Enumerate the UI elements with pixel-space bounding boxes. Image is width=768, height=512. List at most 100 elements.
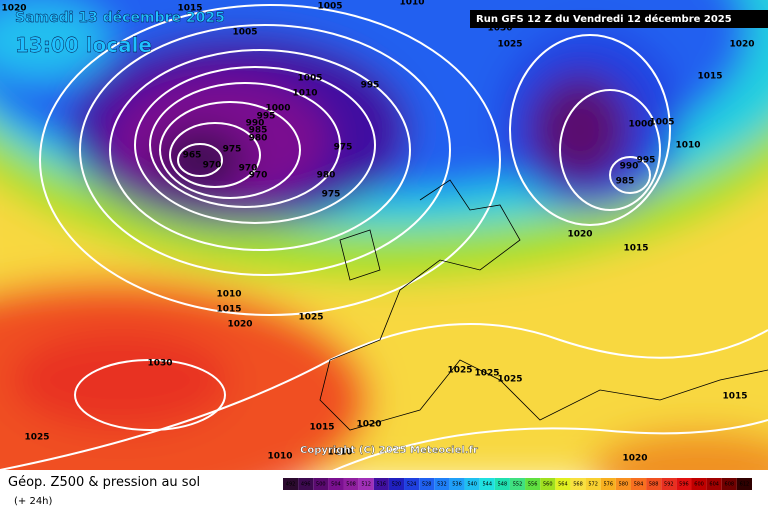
- legend-value: 564: [558, 482, 568, 488]
- isobar-label: 1025: [447, 366, 472, 376]
- legend-swatch: [615, 478, 631, 490]
- run-banner: [470, 10, 768, 28]
- legend-value: 524: [407, 482, 417, 488]
- legend-value: 560: [543, 482, 553, 488]
- isobar-label: 1010: [327, 448, 352, 458]
- legend-swatch: [388, 478, 405, 490]
- isobar-label: 1020: [1, 4, 26, 14]
- legend-swatch: [661, 478, 677, 490]
- coastlines: [319, 179, 768, 431]
- legend-value: 540: [467, 482, 477, 488]
- isobar-label: 1005: [297, 74, 322, 84]
- isobar-label: 1010: [399, 0, 424, 8]
- copyright: Copyright (C) 2025 Meteociel.fr: [300, 445, 478, 456]
- legend-swatch: [676, 478, 692, 490]
- isobar-label: 965: [183, 151, 202, 161]
- legend-value: 576: [604, 482, 614, 488]
- isobar-label: 975: [334, 143, 353, 153]
- legend-value: 556: [528, 482, 538, 488]
- legend-value: 592: [664, 482, 674, 488]
- legend-value: 548: [498, 482, 508, 488]
- isobar-label: 990: [620, 162, 639, 172]
- legend-value: 568: [573, 482, 583, 488]
- legend-swatch: [494, 478, 510, 490]
- isobar: [159, 101, 301, 199]
- legend-swatch: [373, 478, 389, 490]
- legend-value: 544: [482, 482, 492, 488]
- isobar: [329, 419, 768, 473]
- legend-value: 500: [316, 482, 326, 488]
- isobar: [609, 156, 651, 194]
- legend-swatch: [646, 478, 662, 490]
- isobar: [169, 122, 261, 188]
- coastline: [339, 229, 381, 281]
- isobar: [559, 89, 661, 211]
- legend-value: 612: [740, 482, 750, 488]
- field-blob: [155, 130, 245, 190]
- legend-swatch: [298, 478, 314, 490]
- isobar-label: 1010: [267, 452, 292, 462]
- isobar-label: 1020: [567, 230, 592, 240]
- isobar-label: 1025: [298, 313, 323, 323]
- legend-value: 572: [588, 482, 598, 488]
- legend-swatch: [479, 478, 495, 490]
- isobars: [0, 4, 768, 473]
- legend-swatch: [358, 478, 374, 490]
- legend-swatch: [313, 478, 329, 490]
- isobar-label: 1000: [265, 104, 290, 114]
- isobar-label: 1010: [292, 89, 317, 99]
- legend-value: 516: [377, 482, 387, 488]
- coastline: [319, 179, 768, 431]
- isobar-label: 995: [637, 156, 656, 166]
- date-text: Samedi 13 décembre 2025: [15, 10, 225, 26]
- legend-value: 508: [346, 482, 356, 488]
- legend-swatch: [449, 478, 465, 490]
- legend-value: 536: [452, 482, 462, 488]
- isobar: [149, 82, 341, 208]
- legend-swatch: [283, 478, 299, 490]
- field-blob: [0, 0, 110, 80]
- isobar-label: 970: [203, 161, 222, 171]
- isobar-label: 995: [361, 81, 380, 91]
- isobar-label: 1015: [216, 305, 241, 315]
- legend-swatch: [434, 478, 450, 490]
- isobar-label: 995: [257, 112, 276, 122]
- legend-swatch: [600, 478, 616, 490]
- isobar: [39, 4, 501, 316]
- isobar-label: 1015: [697, 72, 722, 82]
- legend-swatch: [585, 478, 601, 490]
- legend-value: 600: [694, 482, 704, 488]
- isobar-label: 1015: [177, 4, 202, 14]
- field-blob: [530, 75, 630, 185]
- isobar: [79, 24, 451, 276]
- legend-value: 604: [709, 482, 719, 488]
- footer-lead: (+ 24h): [14, 496, 53, 507]
- isobar-label: 985: [616, 177, 635, 187]
- isobar-label: 1000: [628, 120, 653, 130]
- legend-swatch: [721, 478, 737, 490]
- legend-swatch: [691, 478, 707, 490]
- legend-swatch: [630, 478, 647, 490]
- isobar-label: 1010: [675, 141, 700, 151]
- legend-swatch: [419, 478, 435, 490]
- isobar-labels: 1020 1015 1005 1005 1010 1030 1025 1020 1015 1005…: [1, 0, 754, 464]
- isobar-label: 1020: [729, 40, 754, 50]
- legend-swatch: [525, 478, 541, 490]
- legend-value: 496: [301, 482, 311, 488]
- legend-value: 512: [361, 482, 371, 488]
- isobar-label: 1015: [722, 392, 747, 402]
- run-text: Run GFS 12 Z du Vendredi 12 décembre 202…: [476, 13, 732, 25]
- legend-value: 608: [725, 482, 735, 488]
- legend-swatch: [736, 478, 752, 490]
- legend-value: 528: [422, 482, 432, 488]
- isobar-label: 985: [249, 126, 268, 136]
- isobar-label: 975: [322, 190, 341, 200]
- isobar-label: 1020: [622, 454, 647, 464]
- legend: 492 496 500 504 508 512 516 520 524 528 532 536 540 5…: [283, 478, 752, 490]
- legend-swatch: [404, 478, 420, 490]
- isobar: [109, 49, 411, 251]
- isobar-label: 1015: [623, 244, 648, 254]
- legend-value: 504: [331, 482, 341, 488]
- legend-value: 596: [679, 482, 689, 488]
